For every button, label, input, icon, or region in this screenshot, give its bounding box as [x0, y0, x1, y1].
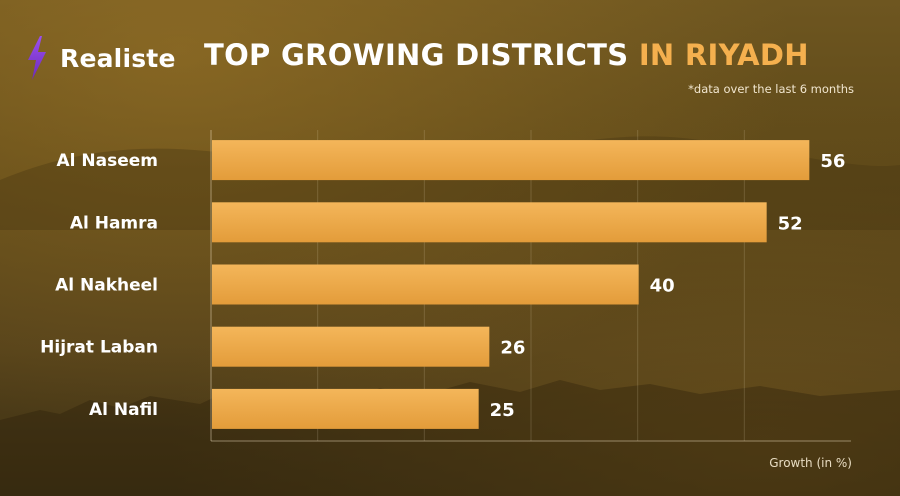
brand-name: Realiste: [60, 43, 176, 73]
title-main: TOP GROWING DISTRICTS: [204, 38, 629, 72]
category-label: Hijrat Laban: [40, 338, 158, 358]
bar: [212, 140, 810, 181]
value-label: 52: [778, 213, 803, 234]
bar: [212, 264, 639, 305]
bar: [212, 202, 767, 243]
bars: [212, 140, 810, 429]
chart-title: TOP GROWING DISTRICTS IN RIYADH: [204, 38, 809, 72]
value-label: 26: [500, 338, 525, 359]
x-axis-label: Growth (in %): [769, 456, 852, 470]
bar: [212, 326, 490, 367]
axes: [210, 130, 851, 442]
data-note: *data over the last 6 months: [688, 82, 854, 96]
category-label: Al Nafil: [89, 400, 158, 420]
brand-logo: Realiste: [26, 36, 176, 80]
lightning-bolt-icon: [28, 36, 46, 80]
title-accent: IN RIYADH: [638, 38, 809, 72]
value-label: 25: [490, 400, 515, 421]
bar: [212, 388, 479, 429]
value-label: 56: [820, 151, 845, 172]
category-label: Al Naseem: [57, 151, 159, 171]
labels: Al Naseem 56 Al Hamra 52 Al Nakheel 40 Hijrat …: [40, 151, 845, 421]
value-label: 40: [650, 276, 675, 297]
category-label: Al Hamra: [70, 213, 158, 233]
category-label: Al Nakheel: [55, 276, 158, 296]
